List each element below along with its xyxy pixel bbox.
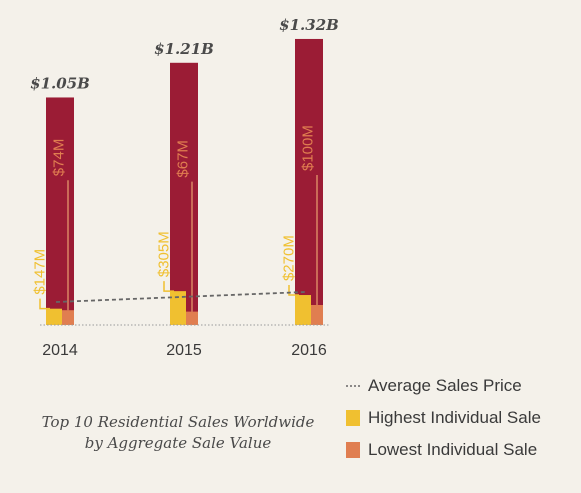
bar-total-2014: [46, 97, 74, 325]
total-label-2015: $1.21B: [154, 40, 214, 58]
legend-label-highest: Highest Individual Sale: [368, 408, 541, 427]
legend-item-lowest: Lowest Individual Sale: [346, 434, 541, 466]
legend-swatch-highest: [346, 410, 360, 426]
x-tick-2016: 2016: [291, 342, 327, 359]
bar-highest-2014: [46, 308, 62, 325]
bar-total-2016: [295, 38, 323, 326]
bar-total-2015: [170, 62, 198, 325]
label-lowest-2015: $67M: [175, 140, 192, 178]
total-label-2014: $1.05B: [30, 74, 90, 92]
chart-caption: Top 10 Residential Sales Worldwide by Ag…: [28, 412, 328, 454]
bars-group: [46, 38, 323, 326]
connector-highest-2016: [288, 285, 299, 296]
label-highest-2016: $270M: [281, 235, 298, 281]
marks-group: $1.05B 2014 $147M $74M $1.21B 2015 $305M $67M $1…: [30, 16, 339, 359]
legend-label-lowest: Lowest Individual Sale: [368, 440, 538, 459]
legend: Average Sales Price Highest Individual S…: [346, 370, 541, 466]
bar-lowest-2016: [311, 305, 323, 325]
connector-highest-2015: [163, 281, 174, 292]
bar-lowest-2015: [186, 311, 198, 325]
x-tick-2015: 2015: [166, 342, 202, 359]
dotted-line-icon: [346, 385, 362, 387]
label-lowest-2016: $100M: [300, 125, 317, 171]
bar-highest-2015: [170, 291, 186, 325]
bar-lowest-2014: [62, 310, 74, 325]
legend-label-average: Average Sales Price: [368, 376, 522, 395]
bar-highest-2016: [295, 295, 311, 325]
caption-line-2: by Aggregate Sale Value: [84, 434, 272, 452]
total-label-2016: $1.32B: [279, 16, 339, 34]
label-highest-2014: $147M: [32, 249, 49, 295]
x-tick-2014: 2014: [42, 342, 78, 359]
connector-highest-2014: [39, 298, 50, 310]
legend-item-highest: Highest Individual Sale: [346, 402, 541, 434]
caption-line-1: Top 10 Residential Sales Worldwide: [41, 413, 315, 431]
legend-swatch-lowest: [346, 442, 360, 458]
label-highest-2015: $305M: [156, 231, 173, 277]
legend-item-average: Average Sales Price: [346, 370, 541, 402]
label-lowest-2014: $74M: [51, 139, 68, 177]
